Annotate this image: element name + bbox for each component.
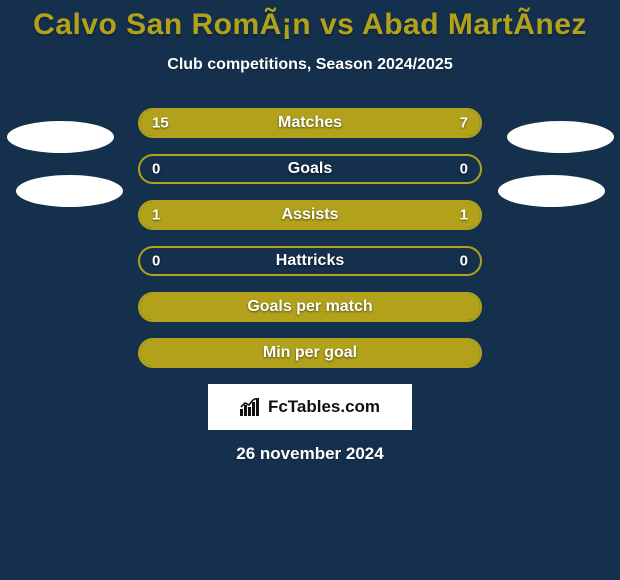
comparison-card: Calvo San RomÃ¡n vs Abad MartÃ­nez Club … — [0, 0, 620, 580]
stat-bar: Min per goal — [138, 338, 482, 368]
bar-value-left: 0 — [152, 161, 160, 178]
stat-bar: Hattricks 0 0 — [138, 246, 482, 276]
avatar-placeholder — [498, 175, 605, 207]
avatar-placeholder — [16, 175, 123, 207]
stat-bar: Goals per match — [138, 292, 482, 322]
avatar-placeholder — [7, 121, 114, 153]
bar-label: Hattricks — [276, 252, 344, 270]
bar-label: Goals per match — [247, 298, 372, 316]
date-label: 26 november 2024 — [236, 444, 383, 464]
branding-badge: FcTables.com — [208, 384, 412, 430]
bar-label: Matches — [278, 114, 342, 132]
bar-label: Assists — [282, 206, 339, 224]
bar-value-right: 0 — [460, 253, 468, 270]
branding-text: FcTables.com — [268, 397, 380, 417]
bar-value-right: 1 — [460, 207, 468, 224]
page-title: Calvo San RomÃ¡n vs Abad MartÃ­nez — [33, 8, 587, 42]
stat-bar: Matches 15 7 — [138, 108, 482, 138]
chart-icon — [240, 398, 262, 416]
bar-value-right: 0 — [460, 161, 468, 178]
bar-label: Min per goal — [263, 344, 357, 362]
page-subtitle: Club competitions, Season 2024/2025 — [167, 56, 452, 74]
avatar-placeholder — [507, 121, 614, 153]
stat-bar: Goals 0 0 — [138, 154, 482, 184]
bar-value-left: 15 — [152, 115, 169, 132]
bar-value-left: 1 — [152, 207, 160, 224]
bar-label: Goals — [288, 160, 332, 178]
bar-value-left: 0 — [152, 253, 160, 270]
stat-bar: Assists 1 1 — [138, 200, 482, 230]
bar-value-right: 7 — [460, 115, 468, 132]
